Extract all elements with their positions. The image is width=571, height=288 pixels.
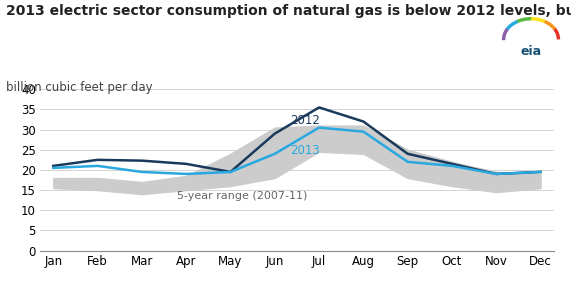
Text: 5-year range (2007-11): 5-year range (2007-11) <box>178 191 308 201</box>
Text: 2013: 2013 <box>290 144 320 157</box>
Text: 2012: 2012 <box>290 113 320 126</box>
Text: eia: eia <box>521 45 541 58</box>
Text: billion cubic feet per day: billion cubic feet per day <box>6 81 152 94</box>
Text: 2013 electric sector consumption of natural gas is below 2012 levels, but still : 2013 electric sector consumption of natu… <box>6 4 571 18</box>
